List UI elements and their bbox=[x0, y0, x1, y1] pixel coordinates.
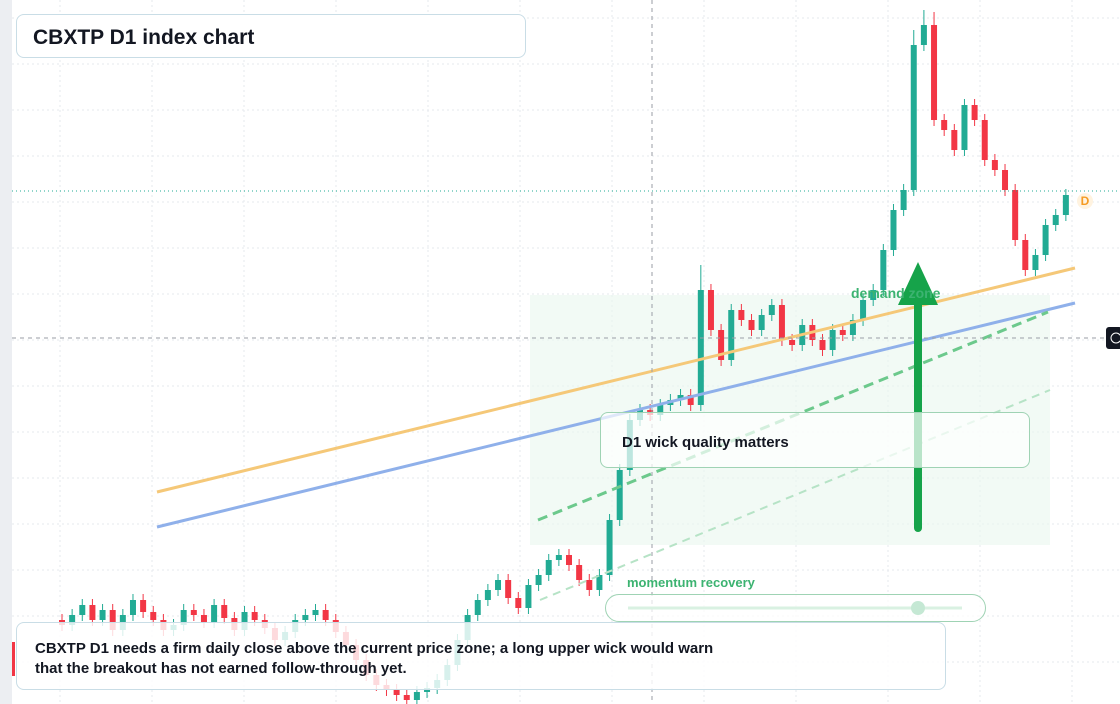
candle-body bbox=[819, 340, 826, 350]
left-toolbar bbox=[0, 0, 12, 704]
candle-body bbox=[931, 25, 938, 120]
marker-badge[interactable]: D bbox=[1077, 193, 1093, 209]
callout-text: D1 wick quality matters bbox=[622, 434, 789, 451]
candle-body bbox=[555, 555, 562, 560]
candle-body bbox=[322, 610, 329, 620]
candle-body bbox=[79, 605, 86, 615]
candle-body bbox=[302, 615, 309, 620]
candle-body bbox=[129, 600, 136, 615]
candle-body bbox=[910, 45, 917, 190]
candle-body bbox=[697, 290, 704, 405]
candle-body bbox=[413, 692, 420, 700]
candle-body bbox=[1002, 170, 1009, 190]
candle-body bbox=[991, 160, 998, 170]
candle-body bbox=[738, 310, 745, 320]
candle-body bbox=[393, 690, 400, 695]
candle-body bbox=[1052, 215, 1059, 225]
candle-body bbox=[839, 330, 846, 335]
candle-body bbox=[150, 612, 157, 620]
candle-body bbox=[69, 615, 76, 625]
candle-body bbox=[403, 695, 410, 700]
candle-body bbox=[576, 565, 583, 580]
candle-body bbox=[707, 290, 714, 330]
candle-body bbox=[778, 305, 785, 340]
candle-body bbox=[495, 580, 502, 590]
candle-body bbox=[890, 210, 897, 250]
candle-body bbox=[251, 612, 258, 620]
candle-body bbox=[89, 605, 96, 620]
candle-body bbox=[221, 605, 228, 618]
candle-body bbox=[545, 560, 552, 575]
candle-body bbox=[880, 250, 887, 290]
candle-body bbox=[586, 580, 593, 590]
candle-body bbox=[748, 320, 755, 330]
candle-body bbox=[566, 555, 572, 565]
slider-label: momentum recovery bbox=[627, 575, 755, 590]
candle-body bbox=[657, 405, 664, 415]
candle-body bbox=[1042, 225, 1049, 255]
title-box: CBXTP D1 index chart bbox=[16, 14, 526, 58]
candle-body bbox=[606, 520, 613, 575]
candle-body bbox=[505, 580, 512, 598]
candle-body bbox=[728, 310, 735, 360]
candle-body bbox=[860, 300, 867, 320]
candle-body bbox=[515, 598, 522, 608]
candle-body bbox=[961, 105, 968, 150]
note-text: CBXTP D1 needs a firm daily close above … bbox=[35, 640, 714, 677]
note-accent bbox=[12, 642, 15, 676]
candle-body bbox=[1062, 195, 1069, 215]
candle-body bbox=[789, 340, 796, 345]
candle-body bbox=[109, 610, 116, 630]
candle-body bbox=[941, 120, 948, 130]
candle-body bbox=[870, 290, 877, 300]
crosshair-button[interactable] bbox=[1106, 327, 1120, 349]
candle-body bbox=[180, 610, 187, 625]
candle-body bbox=[140, 600, 147, 612]
candle-body bbox=[525, 585, 532, 608]
candle-body bbox=[474, 600, 481, 615]
candle-body bbox=[596, 575, 603, 590]
candle-body bbox=[190, 610, 197, 615]
candle-body bbox=[951, 130, 958, 150]
slider-box bbox=[605, 594, 986, 622]
candle-body bbox=[200, 615, 207, 622]
chart-title: CBXTP D1 index chart bbox=[33, 26, 255, 49]
zone-label: demand zone bbox=[851, 285, 941, 301]
candle-body bbox=[1032, 255, 1039, 270]
candle-body bbox=[768, 305, 775, 315]
dashed-channel-light bbox=[539, 389, 1051, 601]
candle-body bbox=[981, 120, 988, 160]
arrow-head bbox=[898, 262, 938, 305]
candle-body bbox=[849, 320, 856, 335]
candle-body bbox=[920, 25, 927, 45]
candles bbox=[59, 10, 1069, 704]
candle-body bbox=[484, 590, 491, 600]
candle-body bbox=[677, 395, 684, 400]
candle-body bbox=[971, 105, 978, 120]
candle-body bbox=[1022, 240, 1029, 270]
candle-body bbox=[616, 470, 623, 520]
crosshair-icon bbox=[1110, 332, 1120, 344]
candle-body bbox=[1012, 190, 1019, 240]
candle-body bbox=[829, 330, 836, 350]
note-box: CBXTP D1 needs a firm daily close above … bbox=[16, 622, 946, 690]
candle-body bbox=[687, 395, 694, 405]
candle-body bbox=[211, 605, 218, 622]
candle-body bbox=[99, 610, 106, 620]
candle-body bbox=[241, 612, 248, 630]
callout-box: D1 wick quality matters bbox=[600, 412, 1030, 468]
candle-body bbox=[424, 688, 431, 692]
candle-body bbox=[535, 575, 542, 585]
candle-body bbox=[718, 330, 725, 360]
candle-body bbox=[758, 315, 765, 330]
candle-body bbox=[900, 190, 907, 210]
candle-body bbox=[312, 610, 319, 615]
